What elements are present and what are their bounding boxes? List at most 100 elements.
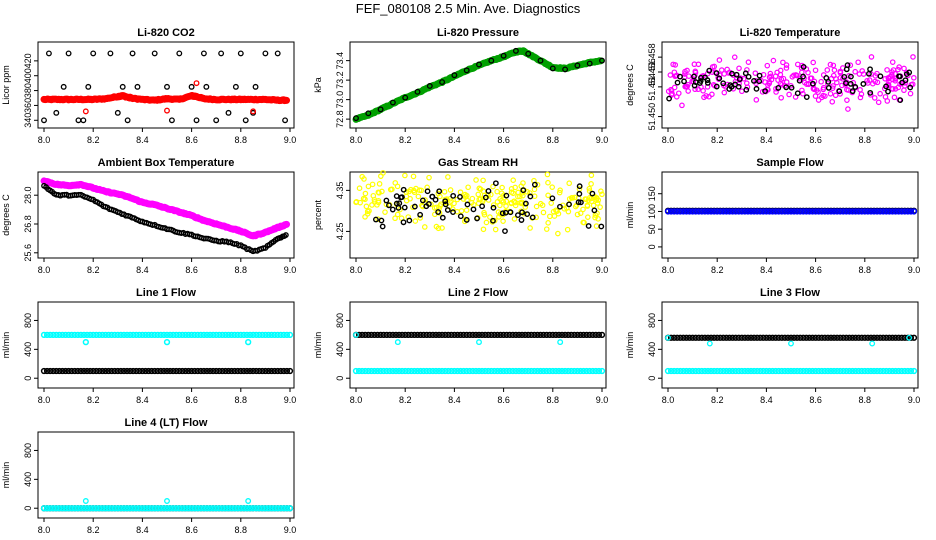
data-point <box>237 505 244 512</box>
data-point <box>762 88 768 95</box>
data-point <box>515 367 523 375</box>
data-point <box>589 367 596 375</box>
data-point <box>359 173 365 180</box>
data-point <box>799 87 805 94</box>
data-point <box>262 50 269 57</box>
data-point <box>827 90 834 97</box>
data-point <box>588 172 595 179</box>
data-point <box>500 367 507 375</box>
data-point <box>544 171 551 178</box>
data-point <box>232 83 239 90</box>
data-point <box>136 505 143 512</box>
data-point <box>685 88 691 94</box>
data-point <box>445 174 451 180</box>
x-tick-label: 8.4 <box>448 265 461 275</box>
data-point <box>173 505 180 512</box>
data-point <box>85 83 92 90</box>
data-point <box>858 91 865 97</box>
data-point <box>469 195 476 202</box>
data-point <box>219 331 226 339</box>
data-point <box>454 367 461 375</box>
data-point <box>500 331 507 339</box>
data-point <box>420 331 427 339</box>
data-point <box>877 334 884 341</box>
data-point <box>490 204 497 211</box>
y-tick-label: 0 <box>23 376 33 381</box>
data-point <box>858 208 865 215</box>
data-point <box>123 331 131 339</box>
data-point <box>193 117 200 124</box>
data-point <box>457 367 464 375</box>
data-point <box>794 61 801 68</box>
data-series <box>41 50 289 124</box>
data-point <box>82 108 89 115</box>
data-point <box>775 334 782 341</box>
data-point <box>861 334 868 341</box>
data-point <box>80 331 88 339</box>
data-point <box>668 88 675 94</box>
data-point <box>365 367 372 375</box>
data-point <box>738 367 745 375</box>
data-point <box>503 203 509 209</box>
data-point <box>807 75 814 82</box>
data-point <box>732 367 739 375</box>
data-point <box>442 367 449 375</box>
data-point <box>237 367 244 375</box>
data-point <box>741 208 749 215</box>
data-point <box>377 331 384 339</box>
data-point <box>246 367 254 375</box>
data-point <box>735 208 742 215</box>
data-point <box>677 367 684 375</box>
data-point <box>90 367 97 375</box>
data-point <box>787 208 795 215</box>
data-point <box>689 208 696 215</box>
data-point <box>40 331 48 339</box>
data-point <box>790 208 798 215</box>
x-tick-label: 8.0 <box>662 395 675 405</box>
data-point <box>574 211 581 218</box>
data-point <box>867 334 875 341</box>
data-point <box>53 367 60 375</box>
data-point <box>274 505 281 512</box>
data-point <box>531 367 538 375</box>
data-point <box>902 77 909 84</box>
data-point <box>43 331 51 339</box>
data-series <box>40 505 294 512</box>
data-point <box>568 367 575 375</box>
data-point <box>803 94 810 101</box>
x-tick-label: 9.0 <box>284 265 297 275</box>
data-point <box>438 331 446 339</box>
data-point <box>259 505 266 512</box>
data-point <box>790 334 798 341</box>
data-point <box>371 331 378 339</box>
data-point <box>543 331 550 339</box>
chart-title: Li-820 Temperature <box>740 27 841 39</box>
data-point <box>726 208 733 215</box>
data-point <box>117 331 125 339</box>
data-point <box>509 367 516 375</box>
data-point <box>389 331 397 339</box>
data-point <box>861 367 868 375</box>
data-point <box>545 179 551 186</box>
data-point <box>778 334 785 341</box>
data-point <box>681 78 687 85</box>
data-point <box>547 213 553 220</box>
data-point <box>754 334 761 341</box>
data-point <box>779 81 785 88</box>
data-point <box>571 331 578 339</box>
data-point <box>882 75 888 82</box>
data-point <box>883 208 890 215</box>
chart-title: Li-820 CO2 <box>137 27 194 39</box>
data-point <box>114 367 121 375</box>
data-series <box>664 367 918 375</box>
data-point <box>885 75 892 82</box>
data-point <box>769 367 776 375</box>
data-point <box>463 67 470 74</box>
y-tick-label: 50 <box>647 224 657 234</box>
data-point <box>871 95 878 101</box>
data-point <box>883 83 889 90</box>
data-point <box>873 367 881 375</box>
data-point <box>242 117 249 124</box>
data-point <box>738 208 745 215</box>
data-point <box>529 214 536 221</box>
